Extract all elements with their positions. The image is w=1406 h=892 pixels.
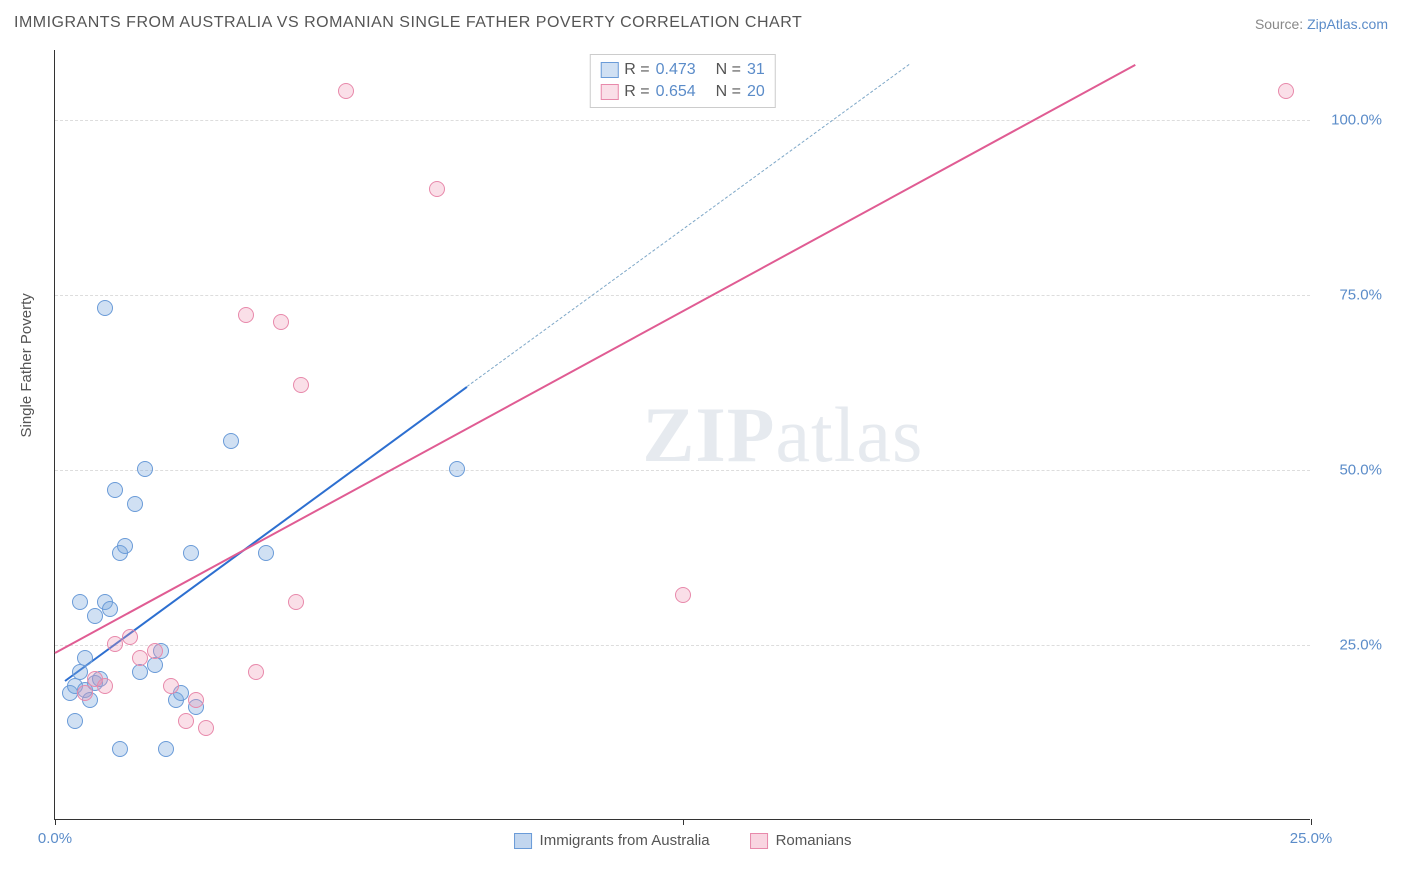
data-point xyxy=(132,650,148,666)
x-tick xyxy=(55,819,56,825)
source-link[interactable]: ZipAtlas.com xyxy=(1307,16,1388,32)
legend-swatch xyxy=(514,833,532,849)
stat-label: N = xyxy=(716,61,741,79)
stats-legend: R = 0.473 N = 31 R = 0.654 N = 20 xyxy=(589,54,775,108)
watermark: ZIPatlas xyxy=(642,390,923,480)
legend-label: Romanians xyxy=(776,832,852,849)
legend-item: Immigrants from Australia xyxy=(514,832,710,849)
data-point xyxy=(429,181,445,197)
data-point xyxy=(198,720,214,736)
gridline-h xyxy=(55,120,1310,121)
data-point xyxy=(188,692,204,708)
data-point xyxy=(449,461,465,477)
chart-source: Source: ZipAtlas.com xyxy=(1255,16,1388,32)
data-point xyxy=(72,664,88,680)
plot-region: ZIPatlas 25.0%50.0%75.0%100.0%0.0%25.0%R… xyxy=(54,50,1310,820)
legend-item: Romanians xyxy=(750,832,852,849)
data-point xyxy=(107,636,123,652)
legend-swatch xyxy=(750,833,768,849)
chart-area: ZIPatlas 25.0%50.0%75.0%100.0%0.0%25.0%R… xyxy=(54,50,1390,820)
x-tick xyxy=(683,819,684,825)
gridline-h xyxy=(55,295,1310,296)
stat-label: N = xyxy=(716,83,741,101)
data-point xyxy=(97,300,113,316)
stat-r-value: 0.654 xyxy=(656,83,710,101)
data-point xyxy=(338,83,354,99)
data-point xyxy=(248,664,264,680)
data-point xyxy=(122,629,138,645)
data-point xyxy=(97,678,113,694)
data-point xyxy=(288,594,304,610)
data-point xyxy=(178,713,194,729)
data-point xyxy=(67,713,83,729)
trend-line xyxy=(55,64,1136,654)
legend-swatch xyxy=(600,84,618,100)
data-point xyxy=(1278,83,1294,99)
data-point xyxy=(107,482,123,498)
data-point xyxy=(293,377,309,393)
data-point xyxy=(77,650,93,666)
stat-label: R = xyxy=(624,61,649,79)
x-tick xyxy=(1311,819,1312,825)
gridline-h xyxy=(55,470,1310,471)
y-tick-label: 75.0% xyxy=(1339,287,1382,304)
data-point xyxy=(183,545,199,561)
data-point xyxy=(258,545,274,561)
stat-n-value: 20 xyxy=(747,83,765,101)
y-axis-title: Single Father Poverty xyxy=(18,293,35,437)
data-point xyxy=(87,608,103,624)
data-point xyxy=(127,496,143,512)
data-point xyxy=(223,433,239,449)
data-point xyxy=(77,685,93,701)
y-tick-label: 25.0% xyxy=(1339,637,1382,654)
data-point xyxy=(147,657,163,673)
y-tick-label: 50.0% xyxy=(1339,462,1382,479)
data-point xyxy=(147,643,163,659)
legend-bottom: Immigrants from Australia Romanians xyxy=(514,832,852,849)
stats-row: R = 0.473 N = 31 xyxy=(600,59,764,81)
data-point xyxy=(117,538,133,554)
data-point xyxy=(137,461,153,477)
gridline-h xyxy=(55,645,1310,646)
data-point xyxy=(72,594,88,610)
data-point xyxy=(112,741,128,757)
stat-r-value: 0.473 xyxy=(656,61,710,79)
legend-swatch xyxy=(600,62,618,78)
source-label: Source: xyxy=(1255,16,1307,32)
legend-label: Immigrants from Australia xyxy=(540,832,710,849)
x-tick-label: 25.0% xyxy=(1290,830,1333,847)
data-point xyxy=(132,664,148,680)
y-tick-label: 100.0% xyxy=(1331,112,1382,129)
data-point xyxy=(675,587,691,603)
stats-row: R = 0.654 N = 20 xyxy=(600,81,764,103)
stat-label: R = xyxy=(624,83,649,101)
trend-line xyxy=(467,64,910,387)
data-point xyxy=(163,678,179,694)
data-point xyxy=(273,314,289,330)
data-point xyxy=(102,601,118,617)
data-point xyxy=(158,741,174,757)
x-tick-label: 0.0% xyxy=(38,830,72,847)
chart-title: IMMIGRANTS FROM AUSTRALIA VS ROMANIAN SI… xyxy=(14,14,802,32)
stat-n-value: 31 xyxy=(747,61,765,79)
data-point xyxy=(238,307,254,323)
